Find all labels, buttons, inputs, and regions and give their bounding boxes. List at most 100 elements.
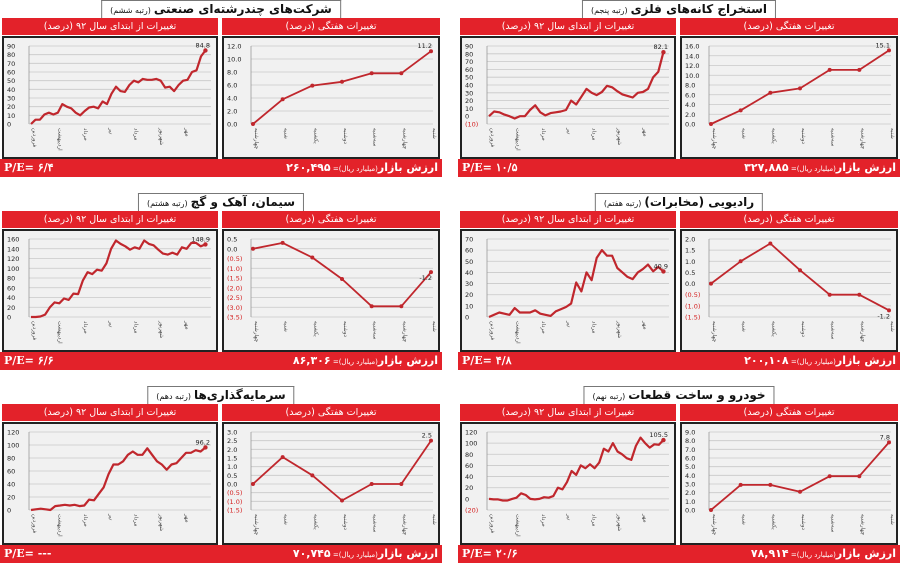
sector-title-box: رادیویی (مخابرات)(رتبه هفتم)	[594, 193, 764, 211]
y-tick-label: 2.0	[685, 236, 695, 244]
x-tick-label: چهارشنبه	[253, 321, 259, 342]
weekly-chart: 0.0 2.0 4.0 6.08.0 10.0 12.0 14.016.0 چهارشنبه ش…	[685, 41, 895, 149]
weekly-chart-box: 0.0 2.0 4.0 6.0 8.0 10.0 12.0 چهارشنبه شنبه یکشنب…	[222, 36, 440, 159]
data-point	[827, 474, 832, 479]
market-value: ارزش بازار(میلیارد ریال)= ۷۰,۷۴۵	[293, 545, 438, 564]
y-tick-label: 20	[465, 97, 473, 105]
y-tick-label: 80	[7, 455, 15, 463]
market-value-unit: (میلیارد ریال)=	[330, 165, 378, 173]
market-value-label: ارزش بازار	[835, 354, 896, 367]
x-tick-label: مهر	[184, 127, 190, 137]
y-tick-label: 20	[465, 291, 473, 299]
weekly-chart-header: تغییرات هفتگی (درصد)	[222, 18, 440, 35]
pe-label: P/E=	[462, 161, 496, 174]
y-tick-label: 4.0	[685, 472, 695, 480]
x-tick-label: شهریور	[616, 320, 622, 339]
y-tick-label: (1.0)	[227, 265, 242, 273]
market-value-label: ارزش بازار	[377, 354, 438, 367]
y-tick-label: 20	[7, 103, 15, 111]
data-point	[709, 122, 713, 126]
pe-value: ۱۰/۵	[495, 161, 518, 174]
data-point	[661, 269, 666, 274]
y-tick-label: 0	[7, 314, 11, 322]
y-tick-label: 100	[7, 265, 19, 273]
series-line	[488, 51, 665, 120]
sector-rank: (رتبه پنجم)	[590, 6, 628, 15]
pe-ratio: P/E= ۱۰/۵	[462, 159, 517, 177]
data-point	[827, 67, 832, 72]
data-point	[857, 292, 862, 297]
x-tick-label: شهریور	[158, 320, 164, 339]
x-tick-label: خرداد	[540, 514, 546, 527]
weekly-chart: (3.5) (3.0) (2.5) (2.0)(1.5) (1.0) (0.5) 0.00.…	[227, 236, 437, 343]
x-tick-label: شنبه	[431, 128, 437, 139]
x-tick-label: فروردین	[31, 321, 37, 341]
sector-footer: P/E= --- ارزش بازار(میلیارد ریال)= ۷۰,۷۴۵	[0, 545, 442, 563]
sector-footer: P/E= ۲۰/۶ ارزش بازار(میلیارد ریال)= ۷۸,۹۱…	[458, 545, 900, 563]
x-tick-label: شهریور	[616, 513, 622, 532]
sector-title: استخراج کانه‌های فلزی	[630, 2, 768, 16]
market-value: ارزش بازار(میلیارد ریال)= ۲۶۰,۴۹۵	[286, 159, 438, 178]
y-tick-label: 0.5	[227, 236, 237, 244]
data-point	[340, 276, 344, 281]
pe-ratio: P/E= ۴/۸	[462, 352, 512, 370]
y-tick-label: 120	[465, 429, 477, 437]
x-tick-label: خرداد	[82, 514, 88, 527]
y-tick-label: 100	[465, 440, 477, 448]
x-tick-label: سه‌شنبه	[372, 514, 378, 533]
y-tick-label: 4.0	[685, 101, 695, 109]
x-tick-label: مهر	[642, 320, 648, 330]
y-tick-label: (0.5)	[685, 291, 700, 299]
y-tick-label: 0	[7, 507, 11, 515]
y-tick-label: 30	[7, 95, 15, 103]
y-tick-label: 10	[7, 112, 15, 120]
x-tick-label: شنبه	[283, 321, 289, 332]
x-tick-label: تیر	[107, 320, 113, 328]
yearly-chart-header: تغییرات از ابتدای سال ۹۲ (درصد)	[460, 404, 676, 421]
market-value-amount: ۷۸,۹۱۴	[750, 547, 789, 560]
data-point	[709, 281, 713, 286]
y-tick-label: 10.0	[685, 72, 699, 80]
sector-rank: (رتبه هفتم)	[603, 199, 642, 208]
yearly-chart-header: تغییرات از ابتدای سال ۹۲ (درصد)	[460, 211, 676, 228]
data-point	[429, 49, 433, 54]
x-tick-label: تیر	[107, 513, 113, 521]
x-tick-label: چهارشنبه	[401, 514, 407, 535]
series-line	[30, 446, 207, 512]
data-point	[887, 48, 891, 53]
y-tick-label: 60	[7, 284, 15, 292]
data-point	[203, 48, 208, 53]
sector-title-box: سیمان، آهک و گچ(رتبه هشتم)	[137, 193, 305, 211]
x-tick-label: یکشنبه	[770, 128, 777, 144]
y-tick-label: 6.0	[227, 82, 237, 90]
x-tick-label: مرداد	[133, 321, 139, 333]
data-point	[369, 304, 374, 309]
x-tick-label: چهارشنبه	[711, 321, 717, 342]
x-tick-label: شنبه	[741, 128, 747, 139]
weekly-chart: (1.5)(1.0)(0.5)0.00.51.01.52.02.53.0چهار…	[227, 429, 437, 536]
weekly-chart-header: تغییرات هفتگی (درصد)	[222, 211, 440, 228]
y-tick-label: 80	[465, 451, 473, 459]
x-tick-label: دوشنبه	[800, 514, 806, 531]
market-value: ارزش بازار(میلیارد ریال)= ۷۸,۹۱۴	[751, 545, 896, 564]
y-tick-label: (10)	[465, 121, 478, 129]
data-point	[738, 259, 743, 264]
data-point	[203, 445, 208, 450]
x-tick-label: چهارشنبه	[711, 128, 717, 149]
y-tick-label: 60	[7, 69, 15, 77]
y-tick-label: 1.0	[685, 258, 695, 266]
market-value-amount: ۲۰۰,۱۰۸	[744, 354, 789, 367]
yearly-chart-box: (10) 0 10 20 30 40 50 60 70 80 90 فروردین اردیبهشت خر…	[460, 36, 676, 159]
data-point	[399, 482, 404, 486]
y-tick-label: 90	[7, 43, 15, 51]
x-tick-label: اردیبهشت	[56, 321, 62, 344]
y-tick-label: 1.5	[685, 247, 695, 255]
x-tick-label: شنبه	[889, 128, 895, 139]
x-tick-label: چهارشنبه	[401, 128, 407, 149]
data-point	[280, 455, 285, 460]
weekly-chart-box: (1.5) (1.0) (0.5) 0.0 0.5 1.0 1.5 2.0 2.5 3.0 چهار…	[222, 422, 440, 545]
x-tick-label: تیر	[565, 320, 571, 328]
data-point	[280, 97, 285, 102]
x-tick-label: اردیبهشت	[514, 128, 520, 151]
pe-value: ۴/۸	[495, 354, 512, 367]
